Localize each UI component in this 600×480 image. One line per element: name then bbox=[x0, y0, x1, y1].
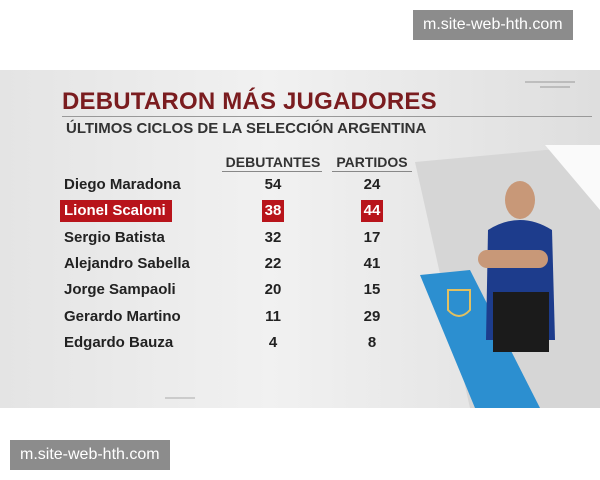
partidos-cell: 8 bbox=[367, 333, 377, 351]
header-line bbox=[222, 171, 322, 172]
row-name: Alejandro Sabella bbox=[64, 254, 190, 272]
debutantes-cell: 4 bbox=[268, 333, 278, 351]
watermark: m.site-web-hth.com bbox=[413, 10, 573, 40]
watermark: m.site-web-hth.com bbox=[10, 440, 170, 470]
partidos-cell: 15 bbox=[363, 281, 381, 299]
rule bbox=[62, 116, 592, 117]
row-name: Diego Maradona bbox=[64, 176, 181, 193]
title: DEBUTARON MÁS JUGADORES bbox=[62, 88, 437, 115]
row-name: Lionel Scaloni bbox=[60, 200, 172, 223]
debutantes-cell: 11 bbox=[265, 307, 281, 325]
partidos-cell: 17 bbox=[363, 228, 381, 246]
graphic-panel: DEBUTARON MÁS JUGADORES ÚLTIMOS CICLOS D… bbox=[0, 70, 600, 408]
partidos-cell: 44 bbox=[361, 200, 383, 223]
partidos-cell: 41 bbox=[363, 254, 381, 272]
debutantes-cell: 22 bbox=[264, 254, 282, 272]
decor bbox=[165, 81, 600, 408]
row-name: Jorge Sampaoli bbox=[64, 281, 176, 299]
row-name: Gerardo Martino bbox=[64, 307, 181, 325]
debutantes-cell: 20 bbox=[264, 281, 282, 299]
column-header: PARTIDOS bbox=[336, 154, 408, 170]
debutantes-cell: 54 bbox=[264, 176, 282, 193]
subtitle: ÚLTIMOS CICLOS DE LA SELECCIÓN ARGENTINA bbox=[66, 120, 427, 137]
partidos-cell: 24 bbox=[363, 176, 381, 193]
debutantes-cell: 38 bbox=[262, 200, 284, 223]
header-line bbox=[332, 171, 412, 172]
partidos-cell: 29 bbox=[363, 307, 381, 325]
column-header: DEBUTANTES bbox=[225, 154, 321, 170]
row-name: Edgardo Bauza bbox=[64, 333, 174, 351]
debutantes-cell: 32 bbox=[264, 228, 282, 246]
row-name: Sergio Batista bbox=[64, 228, 165, 246]
